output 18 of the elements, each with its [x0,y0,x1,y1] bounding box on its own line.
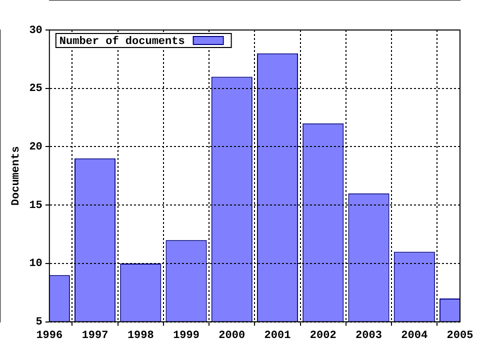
y-axis-title: Documents [10,146,22,206]
legend-label: Number of documents [59,34,185,48]
y-tick-label: 20 [29,141,42,154]
x-tick-label: 2002 [310,330,336,342]
y-tick-label: 30 [29,24,42,37]
x-tick-label: 2001 [264,330,292,342]
x-tick-label: 1996 [36,330,63,342]
x-tick-label: 1997 [82,330,108,342]
y-tick-label: 15 [29,200,43,212]
x-tick-label: 2004 [401,330,428,342]
x-tick-label: 2003 [356,330,382,342]
x-tick-label: 2000 [218,330,246,342]
x-tick-label: 1998 [127,330,154,342]
y-tick-label: 10 [29,258,42,270]
x-tick-label: 1999 [173,330,200,342]
y-tick-label: 5 [36,316,43,329]
y-tick-label: 25 [29,83,43,96]
x-tick-label: 2005 [446,330,474,342]
